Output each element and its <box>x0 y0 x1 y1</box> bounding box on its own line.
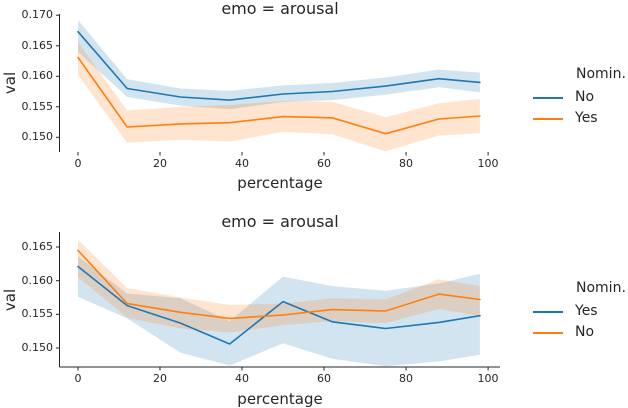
chart-title: emo = arousal <box>221 0 339 18</box>
legend-entry-label: Yes <box>575 110 598 126</box>
legend-line-swatch <box>533 331 563 334</box>
y-tick-label: 0.155 <box>21 307 54 320</box>
y-tick-label: 0.165 <box>21 240 54 253</box>
legend-line-swatch <box>533 310 563 313</box>
y-tick-label: 0.160 <box>21 274 54 287</box>
y-tick-label: 0.160 <box>21 69 54 82</box>
y-tick-label: 0.150 <box>21 341 54 354</box>
x-tick-label: 0 <box>74 157 82 170</box>
x-tick-label: 40 <box>235 157 249 170</box>
x-axis-label: percentage <box>237 174 323 192</box>
legend-entry: No <box>533 87 628 108</box>
legend: Nomin. Yes No <box>533 280 628 343</box>
y-tick-label: 0.155 <box>21 100 54 113</box>
legend-title: Nomin. <box>576 280 626 296</box>
x-tick-label: 60 <box>317 157 331 170</box>
legend-entry: Yes <box>533 108 628 129</box>
y-tick-label: 0.165 <box>21 39 54 52</box>
legend-entry: No <box>533 322 628 343</box>
legend-line-swatch <box>533 96 563 99</box>
x-tick-label: 80 <box>399 157 413 170</box>
x-tick-label: 20 <box>153 372 167 385</box>
x-tick-label: 40 <box>235 372 249 385</box>
x-axis-label: percentage <box>237 390 323 408</box>
legend-title: Nomin. <box>576 66 626 82</box>
legend-entry-label: No <box>575 89 595 105</box>
x-tick-label: 80 <box>399 372 413 385</box>
x-tick-label: 20 <box>153 157 167 170</box>
legend-entry-label: Yes <box>575 303 598 319</box>
chart-title: emo = arousal <box>221 212 339 231</box>
y-tick-label: 0.170 <box>21 8 54 21</box>
figure-bottom: emo = arousal val 0.165 0.160 0.155 0.15… <box>0 204 628 408</box>
x-tick-label: 0 <box>74 372 82 385</box>
legend-entry-label: No <box>575 324 595 340</box>
legend: Nomin. No Yes <box>533 66 628 129</box>
x-tick-label: 100 <box>477 372 499 385</box>
figure-top: emo = arousal val 0.170 0.165 0.160 0.15… <box>1 0 628 192</box>
x-tick-label: 60 <box>317 372 331 385</box>
legend-line-swatch <box>533 117 563 120</box>
plot-area-svg <box>56 232 500 371</box>
legend-entry: Yes <box>533 301 628 322</box>
plot-area-svg <box>56 14 489 156</box>
y-tick-label: 0.150 <box>21 130 54 143</box>
x-tick-label: 100 <box>477 157 499 170</box>
